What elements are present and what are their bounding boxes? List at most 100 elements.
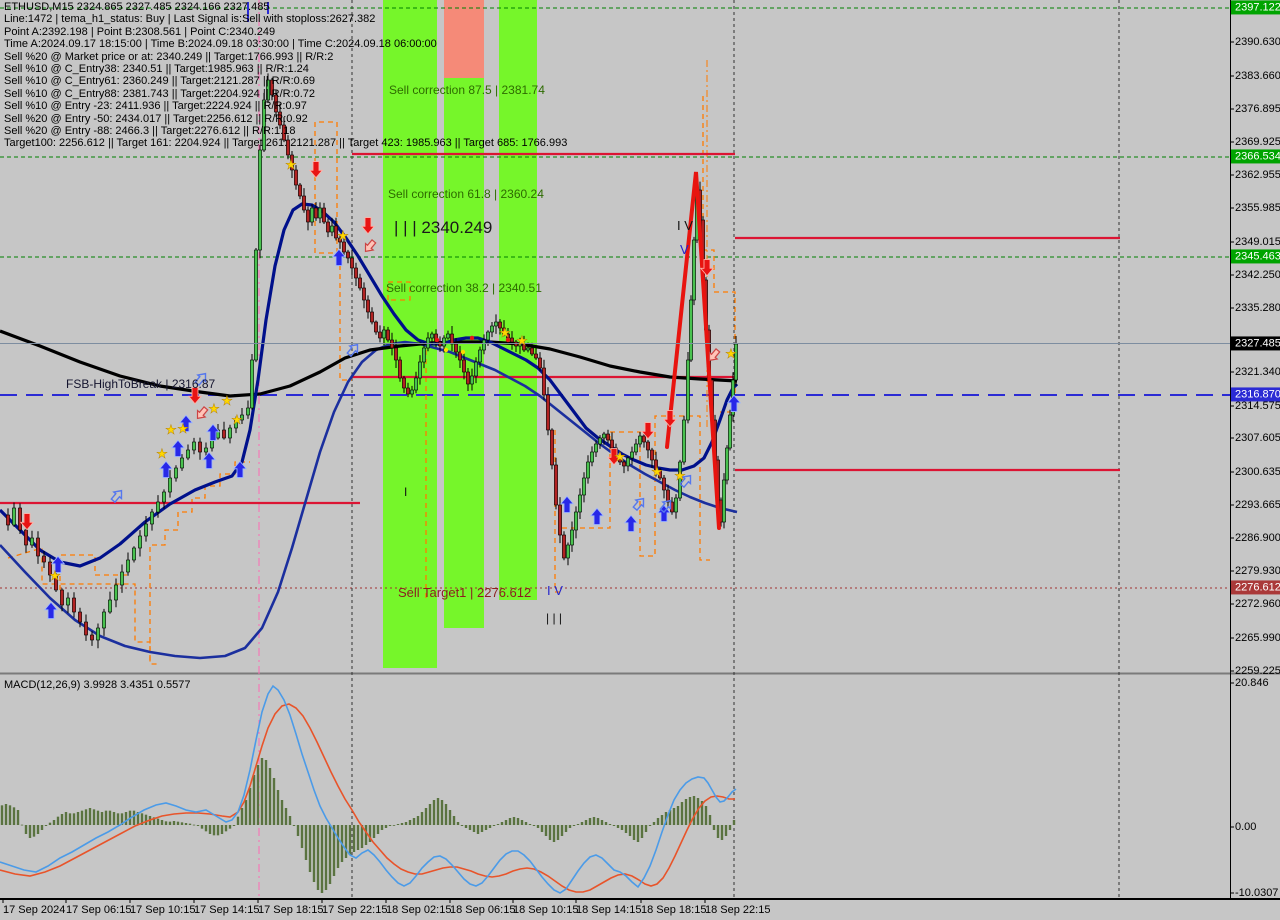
info-line-8: Sell %10 @ Entry -23: 2411.936 || Target… [4,100,307,113]
candle-body [114,584,118,601]
time-label: 18 Sep 10:15 [513,904,579,916]
candle-body [24,529,28,546]
macd-histogram-bar [652,822,656,825]
macd-histogram-bar [324,825,328,890]
macd-histogram-bar [292,825,296,826]
candle-body [510,337,514,343]
macd-histogram-bar [400,823,404,825]
macd-histogram-bar [28,825,32,838]
candle-body [722,479,726,523]
ma-black [0,329,738,398]
macd-histogram-bar [644,825,648,832]
macd-histogram-bar [100,812,104,825]
candle-body [66,597,70,606]
candle-body [682,419,686,463]
candle-body [370,311,374,323]
price-label: 2272.960 [1235,598,1280,610]
candle-body [374,321,378,333]
candle-body [482,339,486,351]
hollow-down-arrow-icon [196,406,209,420]
candle-body [108,599,112,613]
star-signal-icon: ★ [725,346,737,361]
macd-histogram-bar [0,805,4,825]
candle-body [42,555,46,563]
candle-body [570,529,574,546]
price-label-green: 2397.122 [1231,0,1280,15]
price-label: 2314.575 [1235,400,1280,412]
candle-body [204,447,208,453]
macd-histogram-bar [268,768,272,825]
price-axis[interactable]: 2397.122 2390.630 2383.660 2376.895 2369.925… [1231,0,1280,899]
macd-histogram-bar [164,821,168,825]
candle-body [18,507,22,531]
macd-histogram-bar [108,810,112,825]
macd-histogram-bar [568,825,572,828]
candle-body [562,534,566,559]
macd-histogram-bar [604,822,608,825]
macd-histogram-bar [136,812,140,825]
buy-signal-arrow-icon [170,439,186,457]
candle-body [342,241,346,253]
candle-body [646,441,650,451]
buy-signal-arrow-icon [205,423,221,441]
candle-body [286,139,290,156]
star-signal-icon: ★ [285,157,297,172]
price-label: 2279.930 [1235,565,1280,577]
candle-body [96,627,100,641]
macd-histogram-bar [240,808,244,825]
candle-body [6,514,10,526]
macd-histogram-bar [320,825,324,893]
macd-histogram-bar [704,806,708,825]
macd-histogram-bar [4,804,8,825]
macd-histogram-bar [168,821,172,825]
macd-histogram-bar [224,825,228,832]
time-label: 18 Sep 14:15 [576,904,642,916]
hollow-down-arrow-icon [364,239,377,253]
candle-body [590,451,594,463]
macd-histogram-bar [524,822,528,825]
macd-histogram-bar [716,825,720,838]
macd-histogram-bar [56,816,60,825]
hollow-up-arrow-icon [110,489,123,504]
candle-body [598,437,602,445]
macd-histogram-bar [328,825,332,884]
macd-histogram-bar [276,790,280,825]
candle-body [458,351,462,361]
red-dot-marker [434,337,440,343]
macd-histogram-bar [468,825,472,830]
macd-histogram-bar [248,788,252,825]
candle-body [174,467,178,479]
candle-body [630,451,634,459]
macd-histogram-bar [520,820,524,825]
candle-body [346,251,350,259]
macd-histogram-bar [44,825,48,826]
price-label: 20.846 [1235,677,1269,689]
macd-histogram-bar [332,825,336,876]
macd-histogram-bar [424,808,428,825]
macd-histogram-bar [92,809,96,825]
candle-body [686,359,690,421]
macd-histogram-bar [184,823,188,825]
sell-signal-arrow-icon [640,422,656,440]
buy-signal-arrow-icon [50,555,66,573]
macd-histogram-bar [624,825,628,833]
candle-body [470,375,474,385]
candle-body [692,239,696,301]
macd-histogram-bar [464,825,468,828]
time-axis[interactable]: 17 Sep 2024 17 Sep 06:15 17 Sep 10:15 17 Se… [0,899,1280,920]
price-label: 0.00 [1235,821,1257,833]
macd-histogram-bar [492,825,496,826]
macd-histogram-bar [500,822,504,825]
buy-signal-arrow-icon [559,495,575,513]
candle-body [354,267,358,279]
star-signal-icon: ★ [516,333,528,348]
time-label: 18 Sep 06:15 [450,904,516,916]
macd-histogram-bar [216,825,220,836]
macd-histogram-bar [608,824,612,825]
yellow-dot-marker [443,347,449,353]
macd-histogram-bar [160,820,164,825]
macd-histogram-bar [68,813,72,825]
price-label: 2376.895 [1235,103,1280,115]
macd-histogram-bar [432,800,436,825]
